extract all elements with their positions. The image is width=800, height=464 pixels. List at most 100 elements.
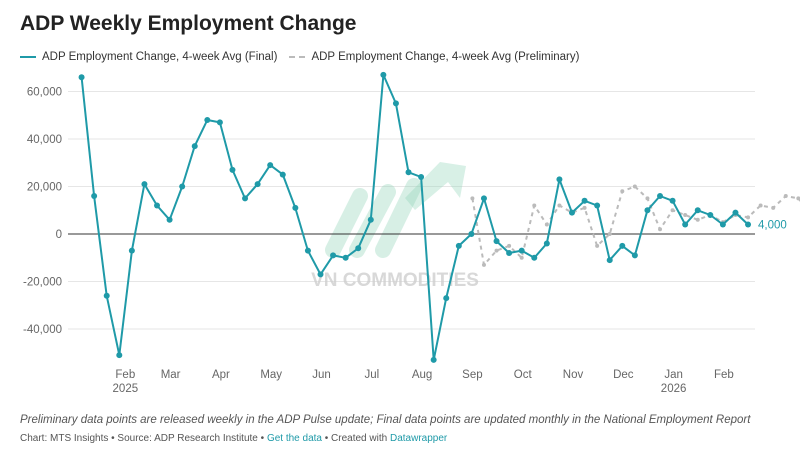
data-point-preliminary[interactable] <box>771 205 776 210</box>
x-tick-label: Feb <box>714 369 734 381</box>
data-point-preliminary[interactable] <box>658 227 663 232</box>
data-point-final[interactable] <box>631 252 638 259</box>
data-point-final[interactable] <box>468 231 475 237</box>
credits: Chart: MTS Insights • Source: ADP Resear… <box>20 433 447 444</box>
data-point-final[interactable] <box>418 174 425 180</box>
data-point-preliminary[interactable] <box>544 222 549 227</box>
data-point-final[interactable] <box>367 216 374 223</box>
data-point-preliminary[interactable] <box>481 262 486 267</box>
data-point-final[interactable] <box>154 202 161 209</box>
y-tick-label: 40,000 <box>27 134 62 146</box>
data-point-preliminary[interactable] <box>470 196 475 201</box>
data-point-preliminary[interactable] <box>670 208 675 213</box>
data-point-preliminary[interactable] <box>494 248 499 253</box>
data-point-final[interactable] <box>242 195 249 202</box>
data-point-final[interactable] <box>493 238 500 245</box>
data-point-final[interactable] <box>392 100 399 107</box>
data-point-final[interactable] <box>342 254 349 261</box>
gridlines <box>68 91 755 330</box>
data-point-preliminary[interactable] <box>796 196 800 201</box>
data-point-final[interactable] <box>267 162 274 169</box>
data-point-preliminary[interactable] <box>695 217 700 222</box>
x-tick-label: Jan <box>664 369 683 381</box>
data-point-final[interactable] <box>116 352 123 359</box>
data-point-final[interactable] <box>719 221 726 228</box>
data-point-final[interactable] <box>355 245 362 252</box>
data-point-final[interactable] <box>204 117 211 123</box>
data-point-final[interactable] <box>518 247 525 254</box>
data-point-final[interactable] <box>594 202 601 209</box>
data-point-final[interactable] <box>506 250 513 256</box>
y-tick-label: 20,000 <box>27 182 62 194</box>
data-point-final[interactable] <box>405 169 412 176</box>
data-point-preliminary[interactable] <box>582 205 587 210</box>
data-point-final[interactable] <box>179 183 186 190</box>
data-point-final[interactable] <box>229 166 236 173</box>
data-point-preliminary[interactable] <box>783 194 788 198</box>
data-point-final[interactable] <box>279 171 286 178</box>
x-tick-label: Feb <box>115 369 135 381</box>
watermark-stripe <box>375 178 422 258</box>
data-point-final[interactable] <box>430 356 437 363</box>
legend-item-preliminary[interactable]: ADP Employment Change, 4-week Avg (Preli… <box>289 51 579 63</box>
get-data-link[interactable]: Get the data <box>266 433 322 444</box>
data-point-final[interactable] <box>568 209 575 216</box>
series: 4,0009,000 <box>78 71 800 363</box>
data-point-final[interactable] <box>216 119 223 126</box>
data-point-final[interactable] <box>745 221 752 228</box>
data-point-final[interactable] <box>191 143 198 150</box>
data-point-preliminary[interactable] <box>532 203 537 208</box>
watermark-arrow <box>405 162 466 210</box>
data-point-preliminary[interactable] <box>519 255 524 260</box>
x-tick-label: Dec <box>613 369 634 381</box>
data-point-preliminary[interactable] <box>683 213 688 217</box>
data-point-final[interactable] <box>317 271 324 278</box>
watermark-stripe <box>325 188 368 258</box>
data-point-final[interactable] <box>91 193 98 199</box>
data-point-final[interactable] <box>707 212 714 218</box>
data-point-preliminary[interactable] <box>620 189 625 194</box>
data-point-preliminary[interactable] <box>746 215 751 220</box>
data-point-final[interactable] <box>304 247 311 254</box>
data-point-preliminary[interactable] <box>607 232 612 236</box>
end-label-final: 4,000 <box>758 220 787 232</box>
credit-source: Source: ADP Research Institute <box>117 433 258 444</box>
data-point-final[interactable] <box>78 74 85 81</box>
data-point-final[interactable] <box>480 195 487 202</box>
data-point-final[interactable] <box>657 193 664 199</box>
data-point-preliminary[interactable] <box>758 203 763 208</box>
data-point-final[interactable] <box>581 197 588 204</box>
data-point-preliminary[interactable] <box>645 196 650 201</box>
legend-item-final[interactable]: ADP Employment Change, 4-week Avg (Final… <box>20 51 277 63</box>
data-point-final[interactable] <box>732 209 739 216</box>
data-point-final[interactable] <box>141 181 148 188</box>
data-point-final[interactable] <box>531 254 538 261</box>
y-tick-label: -20,000 <box>23 277 62 289</box>
data-point-final[interactable] <box>644 207 651 214</box>
data-point-preliminary[interactable] <box>632 184 637 189</box>
x-tick-label: May <box>260 369 282 381</box>
credit-chart: Chart: MTS Insights <box>20 433 109 444</box>
data-point-final[interactable] <box>543 240 550 247</box>
data-point-final[interactable] <box>455 242 462 249</box>
data-point-final[interactable] <box>682 221 689 228</box>
data-point-final[interactable] <box>606 257 613 264</box>
data-point-final[interactable] <box>254 181 261 188</box>
data-point-final[interactable] <box>292 204 299 211</box>
x-tick-label: Aug <box>412 369 432 381</box>
data-point-final[interactable] <box>380 71 387 78</box>
data-point-preliminary[interactable] <box>557 203 562 208</box>
legend-swatch-preliminary <box>289 56 306 58</box>
data-point-final[interactable] <box>619 242 626 249</box>
data-point-final[interactable] <box>694 207 701 214</box>
data-point-final[interactable] <box>330 252 337 259</box>
data-point-preliminary[interactable] <box>507 243 512 248</box>
data-point-final[interactable] <box>669 197 676 204</box>
datawrapper-link[interactable]: Datawrapper <box>389 433 448 444</box>
data-point-final[interactable] <box>103 292 110 299</box>
data-point-final[interactable] <box>128 247 135 254</box>
data-point-preliminary[interactable] <box>595 243 600 248</box>
data-point-final[interactable] <box>443 295 450 302</box>
data-point-final[interactable] <box>556 176 563 183</box>
data-point-final[interactable] <box>166 216 173 223</box>
